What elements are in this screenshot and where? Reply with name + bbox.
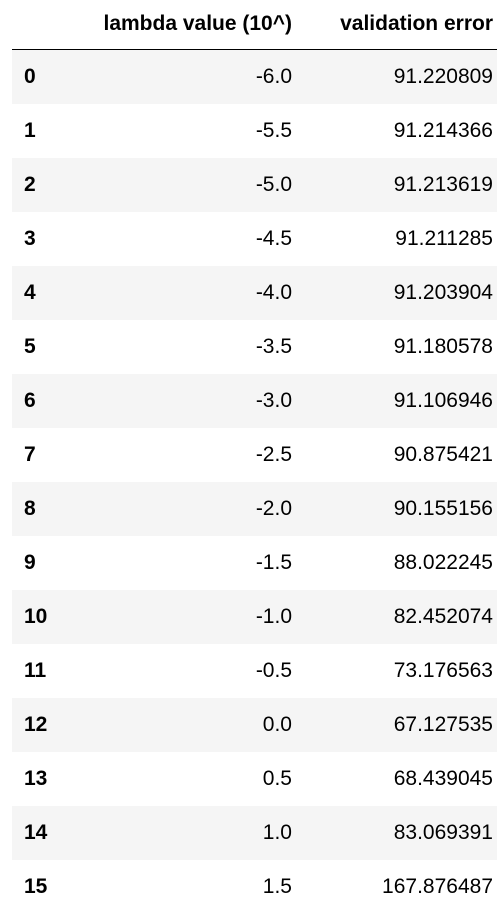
validation-error-cell: 88.022245 (296, 536, 497, 590)
validation-error-cell: 83.069391 (296, 806, 497, 860)
row-index: 11 (12, 644, 82, 698)
index-header (12, 0, 82, 50)
validation-error-cell: 91.214366 (296, 104, 497, 158)
lambda-value-cell: -1.0 (82, 590, 296, 644)
row-index: 9 (12, 536, 82, 590)
lambda-value-cell: -3.5 (82, 320, 296, 374)
validation-error-column-header: validation error (296, 0, 497, 50)
validation-error-cell: 91.203904 (296, 266, 497, 320)
row-index: 6 (12, 374, 82, 428)
validation-error-cell: 90.875421 (296, 428, 497, 482)
dataframe-output: lambda value (10^) validation error 0-6.… (12, 0, 497, 914)
validation-error-cell: 67.127535 (296, 698, 497, 752)
row-index: 2 (12, 158, 82, 212)
validation-error-cell: 167.876487 (296, 860, 497, 914)
row-index: 10 (12, 590, 82, 644)
row-index: 7 (12, 428, 82, 482)
lambda-value-cell: 0.5 (82, 752, 296, 806)
row-index: 3 (12, 212, 82, 266)
validation-error-cell: 73.176563 (296, 644, 497, 698)
lambda-value-cell: 1.5 (82, 860, 296, 914)
lambda-value-cell: -4.5 (82, 212, 296, 266)
validation-error-cell: 68.439045 (296, 752, 497, 806)
validation-error-cell: 90.155156 (296, 482, 497, 536)
row-index: 4 (12, 266, 82, 320)
validation-error-cell: 91.211285 (296, 212, 497, 266)
dataframe-table: lambda value (10^) validation error 0-6.… (12, 0, 497, 914)
validation-error-cell: 91.180578 (296, 320, 497, 374)
row-index: 13 (12, 752, 82, 806)
lambda-value-cell: -5.0 (82, 158, 296, 212)
lambda-value-cell: -0.5 (82, 644, 296, 698)
lambda-value-cell: -3.0 (82, 374, 296, 428)
row-index: 12 (12, 698, 82, 752)
lambda-value-cell: -5.5 (82, 104, 296, 158)
header-row: lambda value (10^) validation error (12, 0, 497, 50)
lambda-value-cell: -2.5 (82, 428, 296, 482)
lambda-value-cell: -4.0 (82, 266, 296, 320)
row-index: 5 (12, 320, 82, 374)
table-header: lambda value (10^) validation error (12, 0, 497, 50)
lambda-column-header: lambda value (10^) (82, 0, 296, 50)
lambda-value-cell: -2.0 (82, 482, 296, 536)
lambda-value-cell: 0.0 (82, 698, 296, 752)
row-index: 15 (12, 860, 82, 914)
row-index: 0 (12, 50, 82, 105)
validation-error-cell: 82.452074 (296, 590, 497, 644)
row-index: 8 (12, 482, 82, 536)
validation-error-cell: 91.220809 (296, 50, 497, 105)
lambda-value-cell: -1.5 (82, 536, 296, 590)
validation-error-cell: 91.213619 (296, 158, 497, 212)
row-index: 1 (12, 104, 82, 158)
lambda-value-cell: 1.0 (82, 806, 296, 860)
row-index: 14 (12, 806, 82, 860)
lambda-value-cell: -6.0 (82, 50, 296, 105)
validation-error-cell: 91.106946 (296, 374, 497, 428)
